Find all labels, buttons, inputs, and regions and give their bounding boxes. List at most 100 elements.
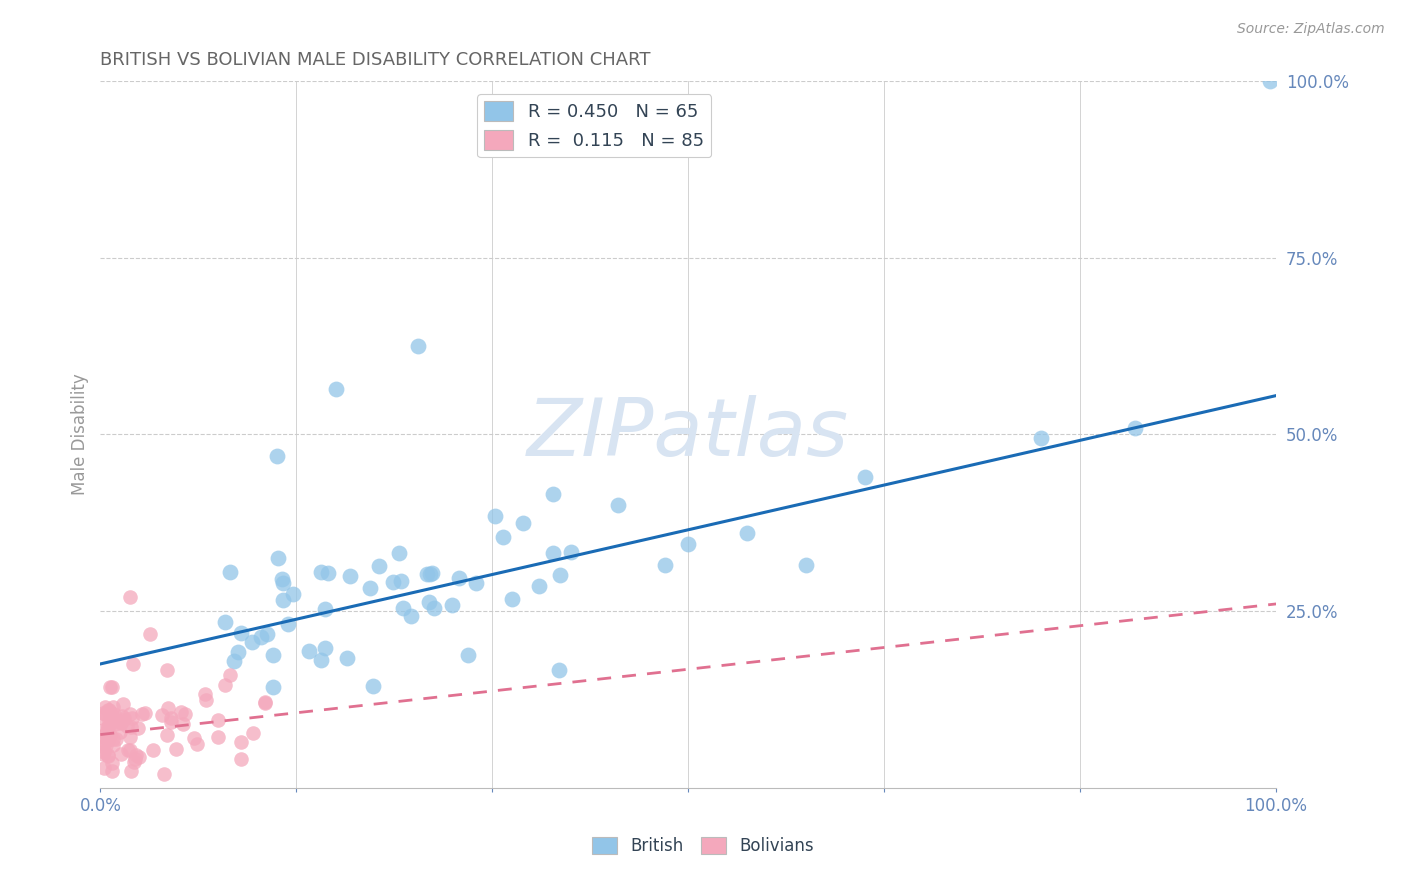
Point [91,729,114,743]
Point [512,516,534,530]
Point [527,579,550,593]
Point [560,545,582,559]
Point [316,566,339,581]
Point [271,593,294,607]
Point [399,608,422,623]
Point [309,653,332,667]
Point [93,761,115,775]
Point [120,720,142,734]
Legend: British, Bolivians: British, Bolivians [586,830,820,862]
Point [277,617,299,632]
Point [93,745,115,759]
Point [150,708,173,723]
Point [134,706,156,720]
Point [231,752,253,766]
Point [262,648,284,662]
Point [298,643,321,657]
Text: BRITISH VS BOLIVIAN MALE DISABILITY CORRELATION CHART: BRITISH VS BOLIVIAN MALE DISABILITY CORR… [100,51,651,69]
Y-axis label: Male Disability: Male Disability [72,374,89,495]
Point [110,715,132,730]
Point [101,700,124,714]
Point [1123,420,1146,434]
Point [465,576,488,591]
Point [267,551,290,566]
Point [97,748,120,763]
Point [91,739,114,753]
Point [548,568,571,582]
Point [118,706,141,721]
Point [94,706,117,721]
Point [418,595,440,609]
Point [97,747,120,762]
Point [112,711,135,725]
Point [183,731,205,745]
Point [103,714,125,728]
Point [186,737,208,751]
Text: Source: ZipAtlas.com: Source: ZipAtlas.com [1237,22,1385,37]
Point [440,598,463,612]
Point [157,701,180,715]
Point [120,764,142,778]
Point [735,526,758,541]
Point [381,575,404,590]
Point [1029,431,1052,445]
Point [97,703,120,717]
Point [142,742,165,756]
Point [170,705,193,719]
Point [122,755,145,769]
Point [127,721,149,735]
Point [256,626,278,640]
Point [111,709,134,723]
Point [392,601,415,615]
Point [501,591,523,606]
Point [105,731,128,746]
Point [101,732,124,747]
Point [156,663,179,677]
Point [229,626,252,640]
Point [111,714,134,728]
Point [91,747,114,762]
Point [100,706,122,720]
Point [449,571,471,585]
Point [266,449,288,463]
Point [101,738,124,752]
Point [118,743,141,757]
Point [1258,74,1281,88]
Point [422,601,444,615]
Point [214,615,236,629]
Point [547,664,569,678]
Point [484,509,506,524]
Point [122,657,145,671]
Point [124,752,146,766]
Point [156,728,179,742]
Point [98,714,121,728]
Point [389,574,412,589]
Point [228,645,250,659]
Point [218,667,240,681]
Point [207,730,229,744]
Point [336,651,359,665]
Point [118,590,141,604]
Point [100,764,122,778]
Point [101,756,124,770]
Point [91,723,114,737]
Point [853,470,876,484]
Point [242,725,264,739]
Point [97,720,120,734]
Point [253,695,276,709]
Point [159,711,181,725]
Point [98,728,121,742]
Point [271,575,294,590]
Point [172,717,194,731]
Point [457,648,479,662]
Point [262,680,284,694]
Point [314,641,336,656]
Point [541,487,564,501]
Point [339,568,361,582]
Point [108,725,131,739]
Point [195,692,218,706]
Point [131,707,153,722]
Point [361,679,384,693]
Point [214,678,236,692]
Point [118,730,141,744]
